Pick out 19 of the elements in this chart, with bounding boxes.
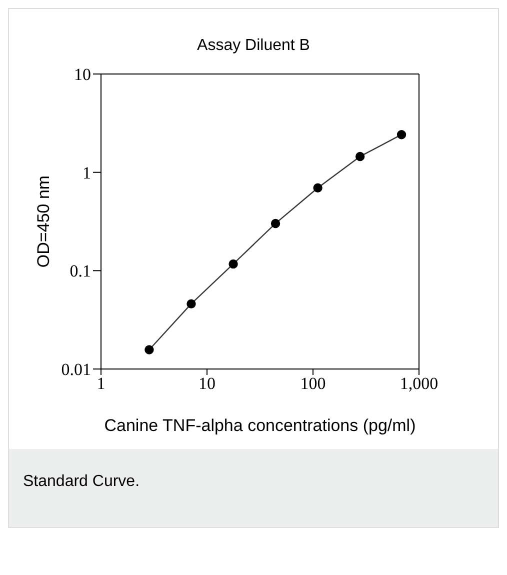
- y-tick-label: 10: [74, 65, 91, 84]
- point: [144, 345, 154, 354]
- text: Standard Curve.: [23, 473, 141, 491]
- chart-title: Assay Diluent B: [196, 36, 311, 56]
- point: [313, 183, 322, 192]
- x-axis-title: Canine TNF-alpha concentrations (pg/ml): [104, 416, 416, 435]
- x-tick-label: 100: [300, 374, 326, 394]
- y-axis-title: OD=450 nm: [34, 175, 54, 268]
- y-tick-label: 1: [82, 163, 91, 182]
- y-tick-label: 0.01: [61, 360, 91, 380]
- y-tick-label: 0.1: [70, 262, 91, 281]
- point: [186, 299, 196, 308]
- point: [228, 259, 238, 269]
- point: [270, 218, 280, 228]
- point: [396, 130, 406, 140]
- x-tick-label: 10: [198, 374, 216, 394]
- point: [355, 152, 365, 162]
- x-tick-label: 1,000: [400, 374, 438, 394]
- x-tick-label: 1: [96, 374, 106, 394]
